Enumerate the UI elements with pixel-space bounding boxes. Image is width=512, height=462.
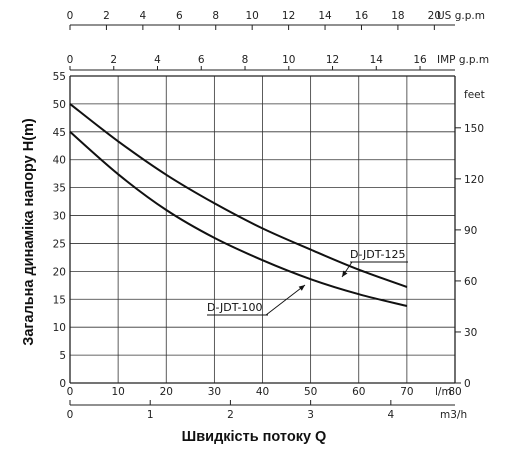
us-gpm-tick-label: 12 — [282, 10, 295, 22]
imp-gpm-tick-label: 10 — [282, 54, 295, 66]
y-tick-label: 20 — [53, 266, 66, 278]
y-tick-label: 35 — [53, 183, 66, 195]
us-gpm-tick-label: 18 — [391, 10, 404, 22]
x-tick-label: 10 — [111, 386, 124, 398]
y-tick-label: 30 — [53, 211, 66, 223]
y-tick-label: 15 — [53, 294, 66, 306]
imp-gpm-tick-label: 8 — [242, 54, 249, 66]
x-tick-label: 0 — [67, 386, 74, 398]
feet-unit: feet — [464, 89, 485, 101]
imp-gpm-tick-label: 2 — [110, 54, 117, 66]
series-label-djdt125: D-JDT-125 — [350, 248, 405, 261]
x-tick-label: 60 — [352, 386, 365, 398]
y-tick-label: 55 — [53, 71, 66, 83]
feet-tick-label: 150 — [464, 123, 484, 135]
feet-tick-label: 60 — [464, 276, 477, 288]
feet-tick-label: 30 — [464, 327, 477, 339]
us-gpm-unit: US g.p.m — [437, 10, 485, 22]
series-pointer-djdt100 — [265, 284, 306, 316]
x-tick-label: 30 — [208, 386, 221, 398]
x-tick-label: 40 — [256, 386, 269, 398]
y-tick-label: 5 — [59, 350, 66, 362]
y-tick-label: 10 — [53, 322, 66, 334]
x-tick-label: 80 — [448, 386, 461, 398]
us-gpm-tick-label: 8 — [212, 10, 219, 22]
imp-gpm-unit: IMP g.p.m — [437, 54, 489, 66]
m3h-tick-label: 2 — [227, 409, 234, 421]
series-pointer-djdt100-arrow — [298, 285, 305, 291]
us-gpm-tick-label: 20 — [428, 10, 441, 22]
y-tick-label: 40 — [53, 155, 66, 167]
us-gpm-tick-label: 4 — [140, 10, 147, 22]
imp-gpm-tick-label: 16 — [413, 54, 427, 66]
m3h-tick-label: 4 — [387, 409, 394, 421]
us-gpm-tick-label: 16 — [355, 10, 369, 22]
imp-gpm-tick-label: 14 — [370, 54, 384, 66]
y-tick-label: 45 — [53, 127, 66, 139]
x-tick-label: 50 — [304, 386, 317, 398]
m3h-tick-label: 0 — [67, 409, 74, 421]
imp-gpm-tick-label: 0 — [67, 54, 74, 66]
x-tick-label: 70 — [400, 386, 413, 398]
imp-gpm-tick-label: 12 — [326, 54, 339, 66]
series-layer — [69, 103, 408, 316]
m3h-tick-label: 1 — [147, 409, 154, 421]
imp-gpm-tick-label: 6 — [198, 54, 205, 66]
imp-gpm-tick-label: 4 — [154, 54, 161, 66]
x-unit-label: l/m — [435, 386, 452, 398]
x-tick-label: 20 — [160, 386, 173, 398]
y-tick-label: 25 — [53, 238, 66, 250]
m3h-unit: m3/h — [440, 409, 467, 421]
y-tick-label: 50 — [53, 99, 66, 111]
us-gpm-tick-label: 14 — [318, 10, 332, 22]
us-gpm-tick-label: 2 — [103, 10, 110, 22]
us-gpm-tick-label: 0 — [67, 10, 74, 22]
series-label-djdt100: D-JDT-100 — [207, 301, 262, 314]
us-gpm-tick-label: 10 — [245, 10, 258, 22]
y-tick-label: 0 — [59, 378, 66, 390]
series-line-djdt100 — [69, 131, 408, 307]
y-axis-title: Загальна динаміка напору H(m) — [21, 118, 37, 346]
series-pointer-djdt125-arrow — [342, 270, 348, 277]
feet-tick-label: 90 — [464, 225, 477, 237]
feet-tick-label: 0 — [464, 378, 471, 390]
series-line-djdt125 — [69, 103, 408, 288]
grid-lines — [70, 76, 455, 383]
m3h-tick-label: 3 — [307, 409, 314, 421]
x-axis-title: Швидкість потоку Q — [182, 429, 327, 445]
feet-tick-label: 120 — [464, 174, 484, 186]
us-gpm-tick-label: 6 — [176, 10, 183, 22]
